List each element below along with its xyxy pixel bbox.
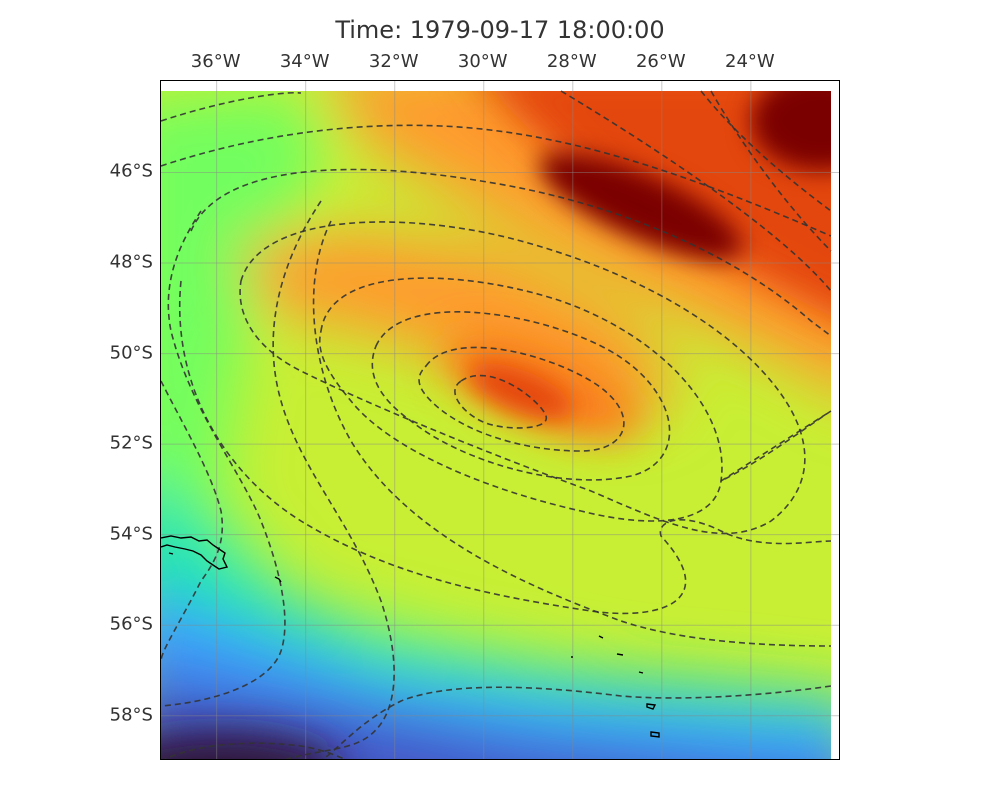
contour-10	[710, 90, 832, 252]
longitude-tick-label: 26°W	[635, 51, 686, 72]
longitude-tick-label: 32°W	[368, 51, 419, 72]
longitude-tick-label: 36°W	[190, 51, 241, 72]
coast-islet-4	[616, 653, 624, 656]
latitude-tick-label: 48°S	[109, 251, 153, 273]
coast-islet-5	[638, 671, 644, 674]
contour-6	[179, 168, 832, 615]
longitude-tick-label: 24°W	[725, 51, 775, 72]
contour-7	[161, 124, 832, 237]
map-plot	[161, 81, 839, 759]
coast-islet-6	[646, 703, 657, 710]
latitude-tick-label: 50°S	[109, 342, 153, 364]
latitude-tick-label: 52°S	[109, 432, 153, 454]
coastlines	[161, 535, 660, 738]
contour-outer-south	[312, 220, 832, 647]
contour-outer-mid	[272, 200, 395, 759]
coast-islet-2	[274, 576, 282, 583]
contour-outer-west-a	[161, 380, 224, 662]
contour-3	[371, 311, 671, 481]
contour-south-band	[322, 685, 832, 759]
contour-8	[161, 91, 302, 122]
longitude-tick-label: 34°W	[279, 51, 330, 72]
contour-innermost	[454, 374, 547, 429]
coast-islet-1	[168, 552, 174, 555]
latitude-tick-label: 46°S	[109, 160, 153, 182]
field-darkred-core	[539, 152, 743, 260]
coast-islet-3	[598, 635, 604, 639]
contour-11	[560, 90, 832, 292]
contour-south-low	[163, 742, 347, 759]
contour-9	[700, 90, 832, 212]
contour-2	[418, 346, 625, 452]
contour-outer-west-b	[161, 210, 286, 707]
latitude-tick-label: 56°S	[109, 613, 153, 635]
field-darkred-corner	[751, 91, 831, 171]
contours	[161, 90, 832, 759]
map-title: Time: 1979-09-17 18:00:00	[335, 16, 665, 44]
coast-islet-7	[650, 731, 660, 738]
contour-5	[239, 221, 806, 535]
filled-field	[161, 91, 831, 759]
latitude-tick-label: 54°S	[109, 523, 153, 545]
field-darkest-south	[161, 731, 336, 759]
longitude-tick-label: 28°W	[546, 51, 597, 72]
map-frame	[160, 80, 840, 760]
longitude-tick-label: 30°W	[457, 51, 508, 72]
coast-south-georgia	[161, 535, 229, 570]
latitude-tick-label: 58°S	[109, 704, 153, 726]
